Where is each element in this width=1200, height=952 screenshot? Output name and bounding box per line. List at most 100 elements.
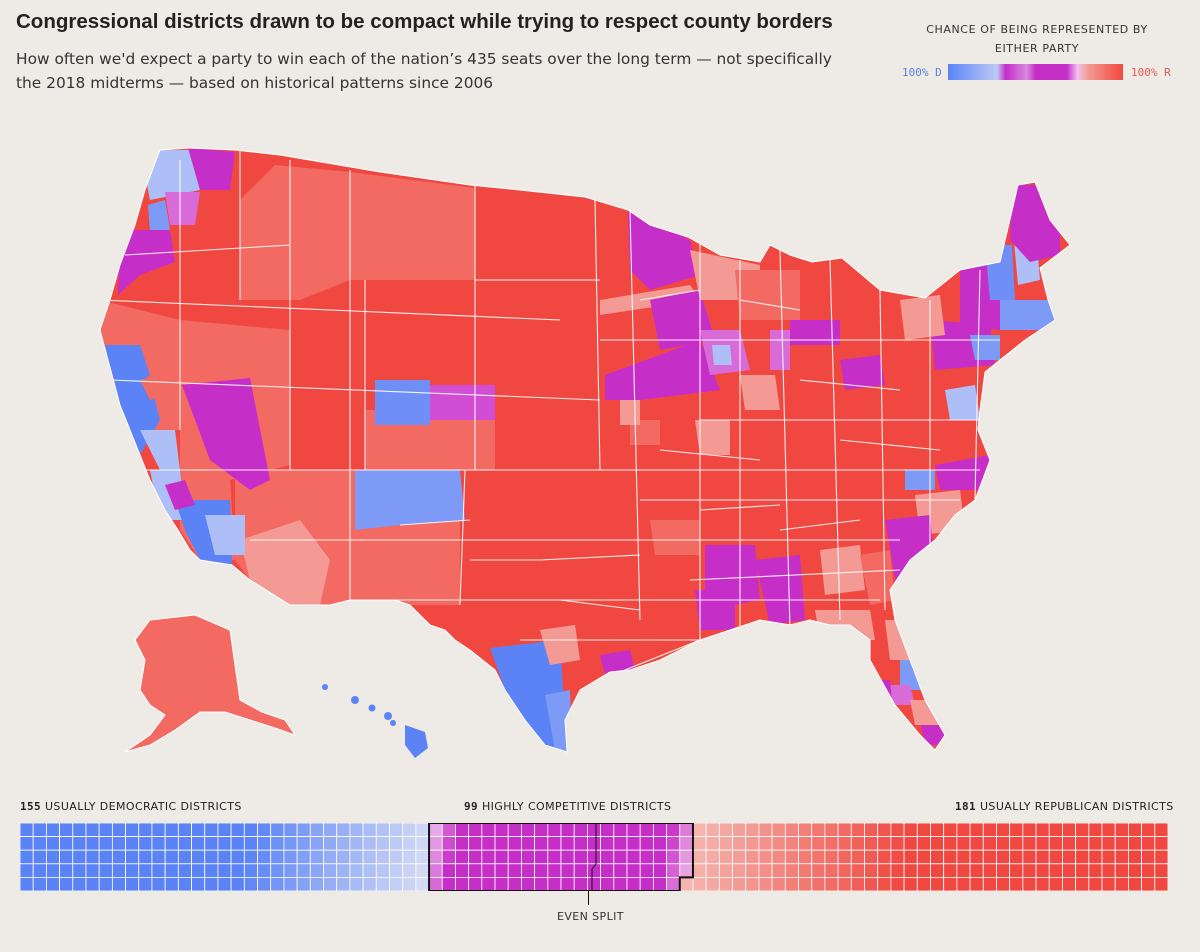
seat-cell [758, 863, 773, 878]
seat-cell [613, 836, 628, 851]
seat-cell [1128, 863, 1143, 878]
seat-cell [1075, 836, 1090, 851]
seat-cell [850, 849, 865, 865]
seat-cell [309, 863, 324, 878]
seat-cell [125, 877, 140, 891]
seat-cell [217, 823, 232, 838]
seat-cell [455, 836, 470, 851]
seat-cell [177, 836, 192, 851]
seat-cell [771, 836, 786, 851]
seat-cell [798, 877, 813, 891]
seat-cell [560, 849, 575, 865]
seat-cell [138, 877, 153, 891]
seat-cell [547, 849, 562, 865]
seat-cell [415, 823, 430, 838]
seat-cell [930, 849, 945, 865]
seat-cell [943, 877, 958, 891]
seat-cell [890, 823, 905, 838]
seat-cell [613, 849, 628, 865]
seat-cell [481, 863, 496, 878]
seat-cell [705, 823, 720, 838]
seat-cell [652, 836, 667, 851]
seat-cell [600, 877, 615, 891]
seat-cell [850, 823, 865, 838]
seat-cell [1048, 823, 1063, 838]
legend-title-line2: EITHER PARTY [994, 42, 1080, 55]
competitive-outline [428, 823, 694, 891]
seat-cell [969, 877, 984, 891]
seat-cell [890, 877, 905, 891]
seat-cell [270, 836, 285, 851]
seat-cell [415, 836, 430, 851]
seat-cell [679, 836, 694, 851]
seat-cell [1154, 877, 1168, 891]
seat-cell [534, 877, 549, 891]
seat-cell [1062, 836, 1077, 851]
seat-cell [996, 823, 1011, 838]
seat-cell [507, 863, 522, 878]
seat-cell [336, 836, 351, 851]
seat-cell [877, 849, 892, 865]
seat-cell [613, 863, 628, 878]
seat-cell [745, 877, 760, 891]
seat-cell [1088, 823, 1103, 838]
seat-cell [270, 823, 285, 838]
seat-cell [243, 823, 258, 838]
seat-cell [732, 823, 747, 838]
seat-cell [1088, 863, 1103, 878]
legend-title-line1: CHANCE OF BEING REPRESENTED BY [926, 23, 1148, 36]
seat-cell [481, 836, 496, 851]
seat-cell [745, 823, 760, 838]
seat-cell [1154, 836, 1168, 851]
seat-cell [402, 863, 417, 878]
seat-cell [534, 823, 549, 838]
seat-cell [1114, 863, 1129, 878]
seat-cell [903, 877, 918, 891]
seat-cell [1114, 849, 1129, 865]
seat-cell [481, 877, 496, 891]
seat-cell [890, 836, 905, 851]
seat-cell [177, 877, 192, 891]
seat-cell [996, 863, 1011, 878]
seat-cell [916, 823, 931, 838]
seat-cell [507, 849, 522, 865]
seat-cell [402, 877, 417, 891]
seat-cell [349, 849, 364, 865]
seat-cell [521, 823, 536, 838]
seat-cell [243, 863, 258, 878]
seat-cell [877, 877, 892, 891]
seat-cell [428, 836, 443, 851]
seat-cell [177, 823, 192, 838]
seat-cell [85, 823, 100, 838]
seat-cell [415, 877, 430, 891]
seat-cell [692, 849, 707, 865]
even-split-tick [588, 891, 589, 905]
seat-cell [507, 823, 522, 838]
seat-cell [639, 823, 654, 838]
seat-cell [1048, 863, 1063, 878]
seat-cell [151, 836, 166, 851]
seat-cell [837, 849, 852, 865]
seat-cell [811, 849, 826, 865]
seat-cell [626, 849, 641, 865]
seat-cell [415, 849, 430, 865]
rep-count-label: 181 USUALLY REPUBLICAN DISTRICTS [955, 800, 1174, 813]
seat-cell [455, 863, 470, 878]
seat-cell [164, 836, 179, 851]
seat-cell [850, 836, 865, 851]
seat-cell [705, 849, 720, 865]
seat-cell [1009, 836, 1024, 851]
seat-cell [903, 863, 918, 878]
seat-cell [798, 823, 813, 838]
seat-cell [996, 836, 1011, 851]
seat-cell [824, 823, 839, 838]
seat-cell [600, 849, 615, 865]
seat-cell [652, 849, 667, 865]
seat-cell [217, 836, 232, 851]
color-legend: CHANCE OF BEING REPRESENTED BY EITHER PA… [892, 20, 1182, 83]
seat-cell [1114, 823, 1129, 838]
seat-cell [587, 849, 601, 865]
seat-cell [1088, 836, 1103, 851]
seat-cell [164, 823, 179, 838]
seat-cell [283, 863, 298, 878]
